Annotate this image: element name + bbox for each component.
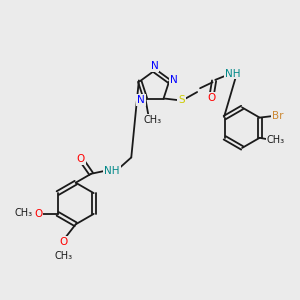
Text: NH: NH: [225, 69, 240, 79]
Text: O: O: [34, 209, 43, 219]
Text: N: N: [170, 75, 178, 85]
Text: O: O: [59, 237, 67, 247]
Text: N: N: [137, 95, 145, 105]
Text: CH₃: CH₃: [14, 208, 33, 218]
Text: N: N: [151, 61, 158, 71]
Text: CH₃: CH₃: [267, 135, 285, 145]
Text: S: S: [178, 95, 185, 105]
Text: O: O: [76, 154, 85, 164]
Text: Br: Br: [272, 111, 283, 121]
Text: CH₃: CH₃: [54, 250, 72, 260]
Text: NH: NH: [104, 166, 120, 176]
Text: O: O: [208, 93, 216, 103]
Text: CH₃: CH₃: [144, 115, 162, 125]
